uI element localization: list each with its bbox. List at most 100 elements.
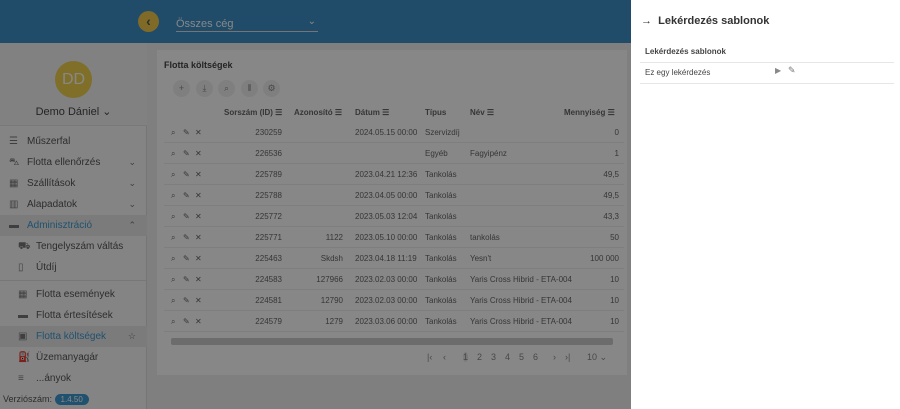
view-icon[interactable]: ⌕ bbox=[171, 254, 176, 263]
template-item[interactable]: Ez egy lekérdezés bbox=[645, 68, 710, 77]
modal-backdrop[interactable] bbox=[0, 0, 631, 409]
sidebar-item[interactable]: ▯ Útdíj bbox=[0, 257, 147, 278]
star-icon[interactable]: ☆ bbox=[127, 331, 136, 341]
column-header[interactable]: Azonosító ☰ bbox=[294, 108, 342, 117]
sidebar-item[interactable]: ⛍ Flotta ellenőrzés ⌄ bbox=[0, 152, 147, 173]
chevron-down-icon: ⌄ bbox=[307, 16, 316, 27]
delete-icon[interactable]: ✕ bbox=[195, 254, 202, 263]
sidebar-item[interactable]: ⛟ Tengelyszám váltás bbox=[0, 236, 147, 257]
sidebar-item[interactable]: ☰ Műszerfal bbox=[0, 131, 147, 152]
sidebar-item[interactable]: ▬ Flotta értesítések bbox=[0, 305, 147, 326]
user-menu[interactable]: Demo Dániel ⌄ bbox=[0, 105, 147, 118]
edit-icon[interactable]: ✎ bbox=[183, 170, 190, 179]
sort-icon[interactable]: ☰ bbox=[382, 108, 390, 117]
column-header[interactable]: Sorszám (ID) ☰ bbox=[224, 108, 282, 117]
last-page-icon[interactable]: ›| bbox=[565, 352, 571, 362]
sort-icon[interactable]: ☰ bbox=[334, 108, 343, 117]
sort-icon[interactable]: ☰ bbox=[275, 108, 283, 117]
column-label: Mennyiség bbox=[564, 108, 606, 117]
column-label: Típus bbox=[425, 108, 447, 117]
table-cell: Yaris Cross Hibrid - ETA-004 bbox=[470, 275, 572, 284]
chevron-down-icon[interactable]: ⌄ bbox=[128, 157, 136, 167]
table-cell: 226536 bbox=[255, 149, 282, 158]
table-cell: 230259 bbox=[255, 128, 282, 137]
page-button[interactable]: 3 bbox=[491, 352, 497, 362]
columns-button[interactable]: ⦀ bbox=[241, 80, 258, 97]
add-button[interactable]: + bbox=[173, 80, 190, 97]
delete-icon[interactable]: ✕ bbox=[195, 191, 202, 200]
run-icon[interactable]: ▶ bbox=[775, 66, 782, 75]
edit-icon[interactable]: ✎ bbox=[183, 233, 190, 242]
arrow-right-icon[interactable]: → bbox=[641, 15, 652, 27]
delete-icon[interactable]: ✕ bbox=[195, 128, 202, 137]
collapse-sidebar-button[interactable]: ‹ bbox=[138, 11, 159, 32]
edit-icon[interactable]: ✎ bbox=[788, 65, 796, 75]
view-icon[interactable]: ⌕ bbox=[171, 233, 176, 242]
view-icon[interactable]: ⌕ bbox=[171, 296, 176, 305]
page-button[interactable]: 5 bbox=[519, 352, 525, 362]
delete-icon[interactable]: ✕ bbox=[195, 212, 202, 221]
page-button[interactable]: 2 bbox=[477, 352, 483, 362]
sidebar-item[interactable]: ≡ ...ányok bbox=[0, 368, 147, 389]
view-icon[interactable]: ⌕ bbox=[171, 149, 176, 158]
horizontal-scrollbar[interactable] bbox=[171, 338, 613, 345]
table-row: ⌕ ✎ ✕ 225771 1122 2023.05.10 00:00 Tankolás tan… bbox=[164, 227, 624, 248]
first-page-icon[interactable]: |‹ bbox=[427, 352, 433, 362]
delete-icon[interactable]: ✕ bbox=[195, 170, 202, 179]
table-row: ⌕ ✎ ✕ 226536 Egyéb Fagyipénz 1 bbox=[164, 143, 624, 164]
delete-icon[interactable]: ✕ bbox=[195, 149, 202, 158]
settings-button[interactable]: ⚙ bbox=[263, 80, 280, 97]
car-icon: ⛍ bbox=[9, 157, 20, 168]
edit-icon[interactable]: ✎ bbox=[183, 212, 190, 221]
edit-icon[interactable]: ✎ bbox=[183, 296, 190, 305]
version-badge: 1.4.50 bbox=[54, 394, 89, 405]
table-cell: 2023.05.10 00:00 bbox=[355, 233, 418, 242]
delete-icon[interactable]: ✕ bbox=[195, 275, 202, 284]
page-size-select[interactable]: 10 ⌄ bbox=[587, 352, 608, 362]
edit-icon[interactable]: ✎ bbox=[183, 128, 190, 137]
page-button[interactable]: 6 bbox=[533, 352, 539, 362]
sort-icon[interactable]: ☰ bbox=[486, 108, 495, 117]
sidebar-item[interactable]: ▣ Flotta költségek ☆ bbox=[0, 326, 147, 347]
money-icon: ▣ bbox=[18, 331, 28, 342]
column-header[interactable]: Dátum ☰ bbox=[355, 108, 389, 117]
chevron-up-icon[interactable]: ⌃ bbox=[128, 220, 136, 230]
sidebar-item[interactable]: ▬ Adminisztráció ⌃ bbox=[0, 215, 147, 236]
panel-header: → Lekérdezés sablonok bbox=[641, 15, 769, 27]
table-row: ⌕ ✎ ✕ 230259 2024.05.15 00:00 Szervizdíj 0 bbox=[164, 122, 624, 143]
sidebar-item[interactable]: ⛽ Üzemanyagár bbox=[0, 347, 147, 368]
table-cell: tankolás bbox=[470, 233, 500, 242]
delete-icon[interactable]: ✕ bbox=[195, 233, 202, 242]
view-icon[interactable]: ⌕ bbox=[171, 212, 176, 221]
delete-icon[interactable]: ✕ bbox=[195, 317, 202, 326]
sidebar-item-label: Szállítások bbox=[27, 178, 76, 189]
view-icon[interactable]: ⌕ bbox=[171, 317, 176, 326]
sidebar-item[interactable]: ▦ Szállítások ⌄ bbox=[0, 173, 147, 194]
page-button[interactable]: 1 bbox=[463, 352, 469, 362]
view-icon[interactable]: ⌕ bbox=[171, 128, 176, 137]
prev-page-icon[interactable]: ‹ bbox=[443, 352, 446, 362]
column-header[interactable]: Típus bbox=[425, 108, 446, 117]
view-icon[interactable]: ⌕ bbox=[171, 170, 176, 179]
column-header[interactable]: Név ☰ bbox=[470, 108, 494, 117]
edit-icon[interactable]: ✎ bbox=[183, 149, 190, 158]
table-cell: Tankolás bbox=[425, 317, 457, 326]
sidebar-item[interactable]: ▥ Alapadatok ⌄ bbox=[0, 194, 147, 215]
search-button[interactable]: ⌕ bbox=[218, 80, 235, 97]
download-button[interactable]: ⤓ bbox=[196, 80, 213, 97]
chevron-down-icon[interactable]: ⌄ bbox=[128, 178, 136, 188]
edit-icon[interactable]: ✎ bbox=[183, 275, 190, 284]
edit-icon[interactable]: ✎ bbox=[183, 317, 190, 326]
edit-icon[interactable]: ✎ bbox=[183, 254, 190, 263]
next-page-icon[interactable]: › bbox=[553, 352, 556, 362]
view-icon[interactable]: ⌕ bbox=[171, 191, 176, 200]
sort-icon[interactable]: ☰ bbox=[607, 108, 615, 117]
column-header[interactable]: Mennyiség ☰ bbox=[564, 108, 615, 117]
sidebar-item[interactable]: ▦ Flotta események bbox=[0, 284, 147, 305]
page-button[interactable]: 4 bbox=[505, 352, 511, 362]
edit-icon[interactable]: ✎ bbox=[183, 191, 190, 200]
view-icon[interactable]: ⌕ bbox=[171, 275, 176, 284]
delete-icon[interactable]: ✕ bbox=[195, 296, 202, 305]
company-select[interactable]: Összes cég ⌄ bbox=[176, 16, 318, 32]
chevron-down-icon[interactable]: ⌄ bbox=[128, 199, 136, 209]
